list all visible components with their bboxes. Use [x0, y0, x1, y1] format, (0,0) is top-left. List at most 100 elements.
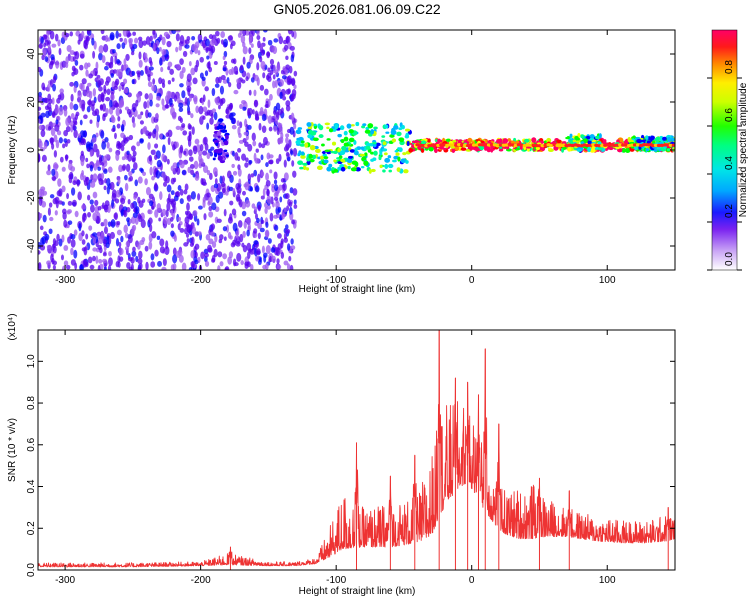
heatmap-cell [125, 136, 130, 142]
heatmap-cell [321, 151, 326, 154]
heatmap-cell [159, 238, 165, 247]
heatmap-cell [122, 64, 127, 71]
heatmap-cell [97, 244, 102, 250]
heatmap-cell [132, 122, 136, 128]
heatmap-cell [655, 136, 661, 141]
heatmap-cell [228, 186, 234, 192]
heatmap-cell [262, 72, 266, 79]
heatmap-cell [219, 148, 223, 152]
heatmap-cell [268, 126, 273, 132]
heatmap-cell [131, 102, 137, 112]
heatmap-cell [239, 103, 244, 109]
heatmap-cell [242, 106, 247, 111]
heatmap-cell [83, 114, 88, 120]
heatmap-cell [274, 184, 279, 191]
heatmap-cell [118, 85, 122, 92]
heatmap-cell [201, 76, 206, 82]
heatmap-cell [147, 142, 151, 150]
heatmap-cell [90, 204, 95, 213]
heatmap-cell [446, 138, 451, 142]
heatmap-cell [235, 241, 241, 247]
heatmap-cell [249, 186, 253, 192]
heatmap-cell [56, 130, 62, 136]
heatmap-cell [55, 140, 60, 149]
heatmap-cell [241, 210, 247, 217]
heatmap-cell [246, 229, 250, 237]
heatmap-cell [50, 54, 55, 61]
heatmap-cell [179, 35, 185, 45]
heatmap-cell [231, 124, 237, 130]
heatmap-cell [92, 50, 96, 59]
heatmap-cell [234, 152, 239, 161]
colorbar-ticks: 0.0 0.2 0.4 0.6 0.8 [707, 60, 742, 271]
heatmap-cell [63, 108, 68, 117]
heatmap-cell [151, 129, 156, 139]
heatmap-cell [56, 233, 60, 242]
heatmap-cell [104, 65, 109, 71]
heatmap-cell [244, 261, 250, 267]
heatmap-cell [178, 45, 183, 51]
heatmap-cell [70, 247, 74, 256]
heatmap-cell [354, 147, 358, 152]
heatmap-cell [154, 143, 159, 149]
heatmap-cell [179, 70, 184, 80]
heatmap-cell [91, 137, 97, 143]
heatmap-cell [201, 181, 207, 186]
heatmap-cell [405, 160, 409, 164]
heatmap-cell [175, 30, 181, 33]
heatmap-cell [191, 260, 195, 268]
heatmap-cell [54, 123, 60, 132]
heatmap-cell [135, 93, 140, 98]
heatmap-cell [288, 255, 292, 262]
heatmap-cell [379, 150, 383, 156]
heatmap-cell [105, 242, 110, 249]
heatmap-cell [57, 39, 61, 47]
heatmap-cell [124, 232, 129, 239]
heatmap-cell [108, 251, 112, 257]
heatmap-cell [286, 76, 290, 82]
heatmap-cell [214, 178, 218, 185]
heatmap-cell [280, 240, 284, 249]
heatmap-cell [373, 126, 378, 130]
heatmap-cell [340, 166, 346, 172]
heatmap-cell [136, 242, 141, 250]
heatmap-cell [160, 66, 164, 73]
heatmap-cell [58, 188, 63, 197]
heatmap-cell [183, 150, 187, 155]
heatmap-cell [188, 81, 192, 86]
heatmap-cell [624, 147, 631, 153]
heatmap-cell [173, 235, 177, 242]
heatmap-cell [636, 138, 643, 144]
heatmap-cell [148, 217, 153, 225]
heatmap-cell [168, 97, 173, 106]
heatmap-cell [42, 86, 46, 91]
heatmap-cell [116, 220, 121, 226]
heatmap-cell [214, 30, 220, 37]
heatmap-cell [72, 199, 77, 207]
heatmap-cell [179, 58, 184, 65]
heatmap-cell [154, 154, 158, 161]
heatmap-cell [187, 87, 191, 97]
heatmap-cell [237, 148, 242, 153]
heatmap-cell [242, 230, 246, 238]
heatmap-cell [266, 152, 271, 160]
heatmap-cell [47, 164, 51, 172]
heatmap-cell [88, 98, 92, 108]
heatmap-cell [97, 205, 102, 211]
heatmap-cell [253, 240, 259, 245]
heatmap-cell [231, 66, 235, 75]
heatmap-cell [47, 93, 52, 101]
heatmap-cell [190, 191, 196, 200]
heatmap-cell [283, 207, 287, 213]
heatmap-cell [565, 136, 570, 140]
heatmap-cell [223, 129, 228, 133]
heatmap-cell [347, 165, 351, 170]
heatmap-cell [227, 256, 233, 265]
heatmap-cell [38, 262, 42, 270]
y-multiplier-label: (x10⁴) [7, 313, 18, 340]
heatmap-cell [163, 181, 168, 187]
heatmap-cell [156, 47, 160, 55]
heatmap-cell [627, 136, 631, 143]
heatmap-cell [277, 122, 283, 128]
heatmap-cell [250, 43, 254, 48]
